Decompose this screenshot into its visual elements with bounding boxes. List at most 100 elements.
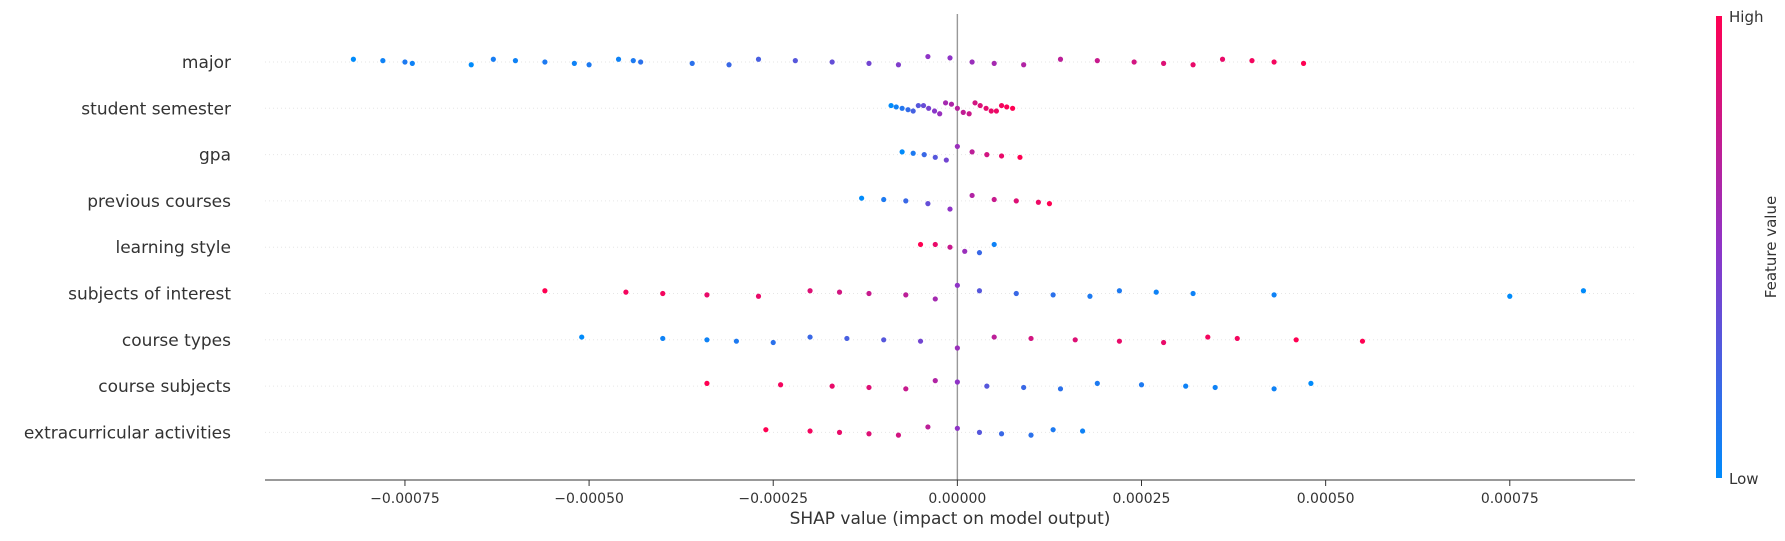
data-point bbox=[1116, 338, 1123, 344]
data-point bbox=[866, 290, 872, 297]
x-tick-label: 0.00075 bbox=[1481, 491, 1539, 507]
data-point bbox=[893, 104, 899, 110]
data-point bbox=[954, 425, 960, 431]
data-point bbox=[777, 382, 784, 388]
data-point bbox=[925, 424, 931, 430]
data-point bbox=[1271, 386, 1277, 392]
data-point bbox=[1212, 384, 1218, 391]
data-point bbox=[704, 292, 710, 298]
data-point bbox=[947, 244, 953, 250]
data-point bbox=[932, 241, 938, 248]
data-point bbox=[1116, 288, 1123, 294]
data-point bbox=[943, 157, 949, 163]
data-point bbox=[807, 334, 813, 340]
data-point bbox=[1161, 60, 1167, 66]
data-point bbox=[932, 296, 938, 302]
data-point bbox=[844, 335, 850, 342]
data-point bbox=[733, 338, 739, 344]
data-point bbox=[1308, 380, 1314, 386]
data-point bbox=[926, 105, 932, 111]
data-point bbox=[976, 288, 983, 294]
x-axis-title: SHAP value (impact on model output) bbox=[790, 509, 1111, 529]
data-point bbox=[977, 102, 983, 109]
data-point bbox=[932, 378, 938, 384]
data-point bbox=[969, 192, 975, 199]
data-point bbox=[1161, 339, 1167, 346]
data-point bbox=[921, 152, 927, 158]
data-point bbox=[899, 105, 905, 111]
colorbar-high-label: High bbox=[1729, 8, 1763, 26]
data-point bbox=[623, 289, 629, 295]
data-point bbox=[991, 196, 997, 203]
data-point bbox=[836, 289, 843, 295]
feature-points-course-types bbox=[579, 334, 1366, 351]
data-point bbox=[1271, 292, 1277, 298]
data-point bbox=[1138, 382, 1145, 388]
data-point bbox=[638, 59, 644, 65]
data-point bbox=[881, 196, 887, 203]
data-point bbox=[1057, 386, 1064, 392]
data-point bbox=[976, 429, 983, 435]
data-point bbox=[1021, 62, 1027, 68]
data-point bbox=[969, 149, 975, 155]
data-point bbox=[895, 62, 902, 68]
data-point bbox=[755, 293, 762, 299]
data-point bbox=[571, 60, 577, 66]
data-point bbox=[1183, 383, 1189, 389]
data-point bbox=[991, 241, 997, 248]
data-point bbox=[925, 53, 931, 60]
data-point bbox=[1017, 154, 1023, 160]
data-point bbox=[915, 102, 921, 109]
feature-label: learning style bbox=[115, 238, 231, 258]
data-point bbox=[1190, 62, 1196, 68]
data-point bbox=[1205, 334, 1211, 340]
data-point bbox=[660, 290, 666, 297]
feature-points-major bbox=[350, 53, 1307, 68]
data-point bbox=[903, 292, 909, 298]
data-point bbox=[1046, 201, 1053, 207]
x-tick-label: 0.00000 bbox=[928, 491, 986, 507]
data-point bbox=[947, 55, 953, 61]
data-point bbox=[920, 102, 927, 109]
data-point bbox=[1293, 337, 1299, 343]
data-point bbox=[763, 427, 769, 433]
data-point bbox=[1057, 56, 1064, 62]
data-point bbox=[660, 335, 666, 342]
feature-label: extracurricular activities bbox=[24, 423, 231, 443]
data-point bbox=[954, 282, 960, 288]
data-point bbox=[579, 334, 585, 340]
data-point bbox=[1300, 60, 1307, 66]
data-point bbox=[409, 60, 415, 66]
data-point bbox=[1028, 335, 1034, 342]
data-point bbox=[910, 108, 916, 114]
data-point bbox=[998, 431, 1005, 437]
x-tick-label: −0.00050 bbox=[554, 491, 624, 507]
data-point bbox=[350, 56, 356, 62]
data-point bbox=[1021, 384, 1027, 391]
data-point bbox=[490, 56, 496, 62]
data-point bbox=[962, 248, 968, 254]
data-point bbox=[1010, 105, 1016, 111]
data-point bbox=[630, 58, 636, 64]
data-point bbox=[948, 101, 955, 107]
data-point bbox=[704, 337, 710, 343]
data-point bbox=[1087, 293, 1093, 299]
data-point bbox=[931, 108, 938, 114]
data-point bbox=[1249, 58, 1255, 64]
data-point bbox=[984, 152, 990, 158]
data-point bbox=[1190, 290, 1196, 297]
data-point bbox=[1013, 198, 1019, 204]
data-point bbox=[966, 111, 972, 117]
data-point bbox=[932, 154, 938, 160]
data-point bbox=[1359, 338, 1366, 344]
data-point bbox=[1035, 199, 1041, 205]
feature-points-student-semester bbox=[888, 100, 1016, 117]
data-point bbox=[1072, 337, 1078, 343]
data-point bbox=[991, 334, 997, 340]
data-point bbox=[807, 428, 813, 434]
data-point bbox=[836, 429, 843, 435]
data-point bbox=[770, 339, 776, 346]
data-point bbox=[991, 60, 997, 66]
data-point bbox=[1094, 58, 1100, 64]
feature-label: course types bbox=[122, 331, 231, 351]
